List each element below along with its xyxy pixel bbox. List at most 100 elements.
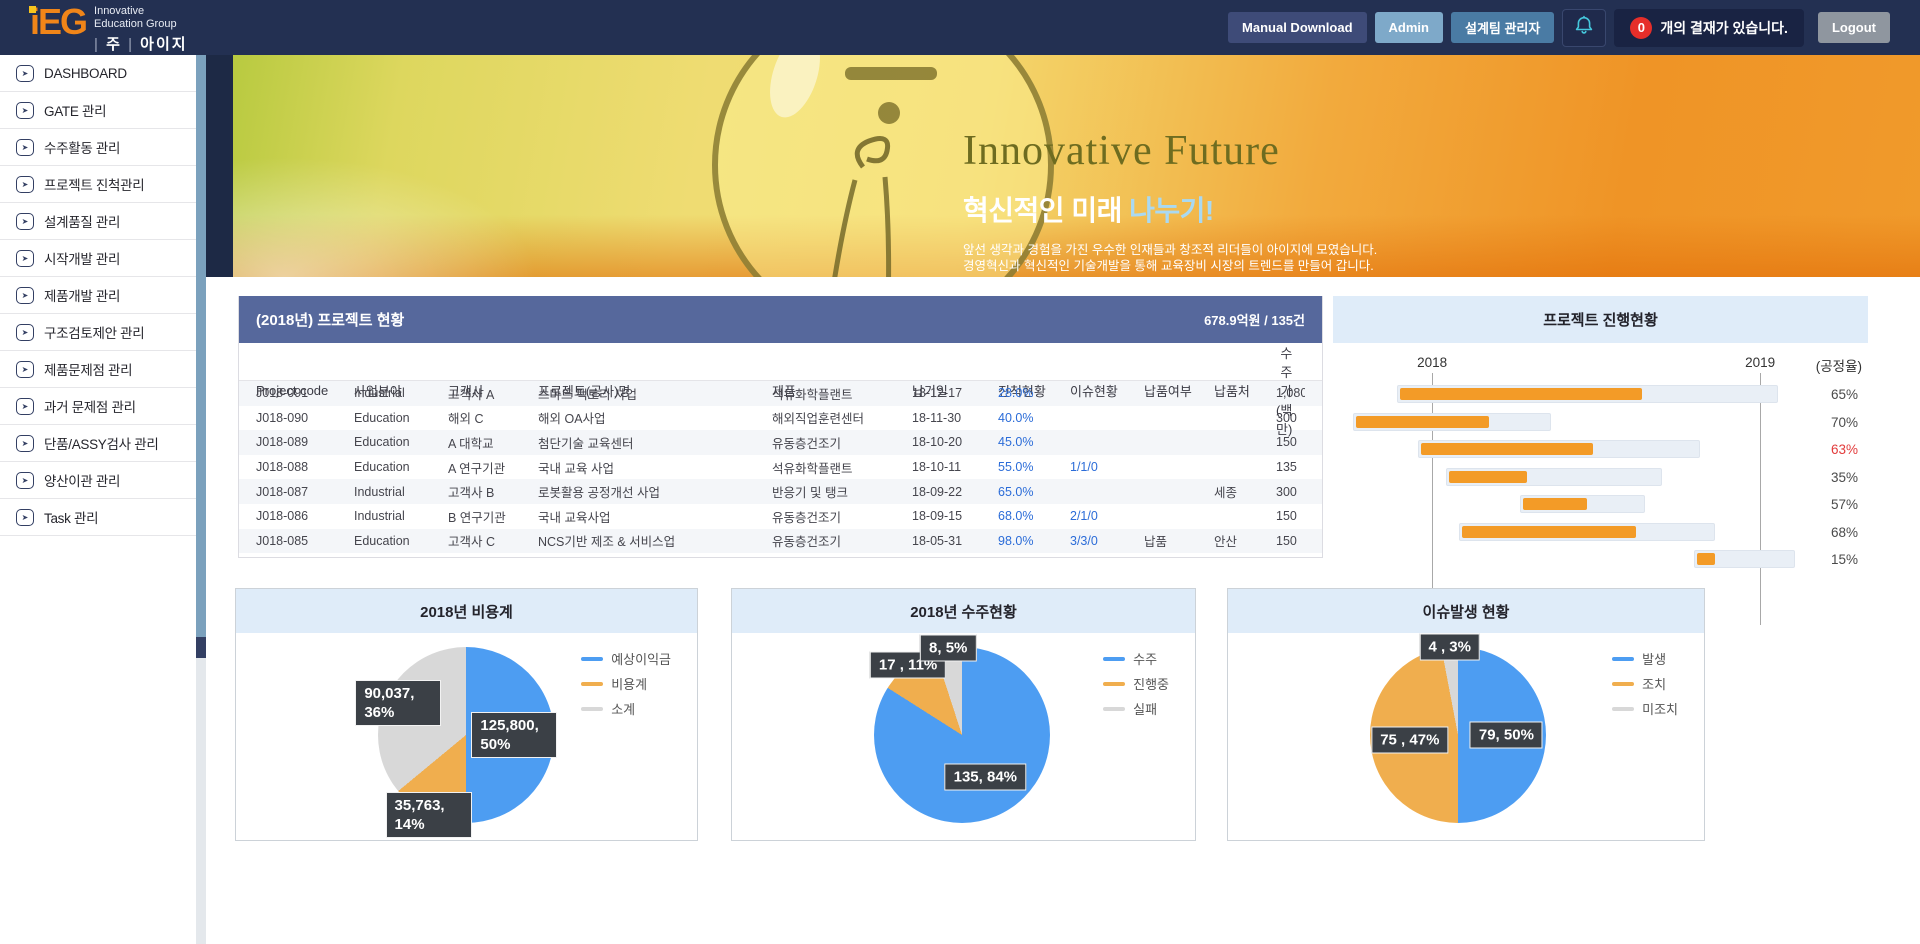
table-cell[interactable]: 2/1/0 [1070,509,1098,524]
table-cell: 18-10-11 [912,460,962,475]
gantt-progress-bar [1461,525,1636,538]
gantt-unit-label: (공정율) [1815,359,1862,374]
gantt-progress-bar [1421,443,1594,455]
pie-legend: 수주 진행중 실패 [1103,649,1169,718]
approval-count-badge: 0 [1630,16,1653,39]
table-cell[interactable]: 98.0% [998,533,1034,548]
table-row[interactable]: J018-086 Industrial B 연구기관 국내 교육사업 유동층건조기 18-… [239,504,1322,529]
gantt-progress-bar [1399,388,1643,400]
gantt-axis-year-label: 2019 [1745,355,1776,370]
sidebar-item-task[interactable]: ➤ Task 관리 [0,499,196,536]
gantt-percent-label: 63% [1831,442,1859,457]
sidebar-item-mass-transfer[interactable]: ➤ 양산이관 관리 [0,462,196,499]
sidebar-item-proto-dev[interactable]: ➤ 시작개발 관리 [0,240,196,277]
sidebar-item-product-dev[interactable]: ➤ 제품개발 관리 [0,277,196,314]
legend-item: 조치 [1612,674,1678,693]
logout-button[interactable]: Logout [1817,12,1890,43]
logo-line1: Innovative [94,4,145,17]
table-cell: 해외 OA사업 [538,412,606,427]
sidebar-item-gate[interactable]: ➤ GATE 관리 [0,92,196,129]
table-cell[interactable]: 28.0% [998,386,1034,401]
chevron-right-icon: ➤ [16,175,34,193]
table-cell: 150 [1276,435,1297,450]
table-cell: 로봇활용 공정개선 사업 [538,486,660,501]
legend-label: 미조치 [1642,702,1678,717]
table-cell[interactable]: 55.0% [998,460,1034,475]
logo-mark: iEG [28,0,88,42]
project-status-panel: (2018년) 프로젝트 현황 678.9억원 / 135건 Project c… [238,296,1323,558]
hero-banner: Innovative Future 혁신적인 미래 나누기! 앞선 생각과 경험… [206,55,1920,277]
logo-korean: | 주 | 아이지 [94,35,188,53]
table-row[interactable]: J018-085 Education 고객사 C NCS기반 제조 & 서비스업 유동층… [239,528,1322,554]
table-cell: 18-11-30 [912,410,962,425]
chevron-right-icon: ➤ [16,101,34,119]
gantt-percent-label: 70% [1831,414,1859,430]
legend-swatch [1103,706,1126,711]
gantt-track [1396,385,1779,403]
table-cell: 18-09-15 [912,509,963,524]
pie-chart-title: 2018년 수주현황 [910,603,1017,621]
project-table-header-row: Project code 사업분야 고객사 프로젝트(공사)명 제품 납기일 진척현황 이슈현… [239,343,1322,437]
table-cell[interactable]: 40.0% [998,410,1034,425]
table-cell[interactable]: 65.0% [998,484,1034,499]
chevron-right-icon: ➤ [16,64,34,82]
table-cell[interactable]: 3/3/0 [1070,533,1098,548]
sidebar-item-label: 수주활동 관리 [44,141,121,156]
sidebar-scrollbar-thumb[interactable] [196,637,206,658]
table-cell: 18-12-17 [912,386,963,401]
sidebar-item-orders[interactable]: ➤ 수주활동 관리 [0,129,196,166]
legend-item: 비용계 [581,674,671,693]
approval-text: 개의 결재가 있습니다. [1660,19,1788,36]
banner-description-line2: 경영혁신과 혁신적인 기술개발을 통해 교육장비 시장의 트렌드를 만들어 갑니… [963,258,1374,273]
column-header: 납품여부 [1144,384,1192,399]
gantt-track [1693,550,1795,568]
table-row[interactable]: J018-091 Industrial 고객사 A 스마트 팩토리 사업 석유화학플랜트… [239,381,1322,406]
sidebar-item-progress[interactable]: ➤ 프로젝트 진척관리 [0,166,196,203]
column-header: Project code [256,383,329,398]
sidebar-item-label: 구조검토제안 관리 [44,326,145,341]
sidebar-item-label: 단품/ASSY검사 관리 [44,437,159,452]
cost-pie-panel: 2018년 비용계 125,800, 50% 35,763, 14% 90,037, … [235,588,698,841]
chevron-right-icon: ➤ [16,360,34,378]
table-cell: 150 [1276,533,1297,548]
table-cell: 국내 교육 사업 [538,461,614,476]
table-cell: J018-090 [256,410,309,425]
notification-bell-button[interactable] [1562,8,1607,47]
project-table-body: J018-091 Industrial 고객사 A 스마트 팩토리 사업 석유화학플랜트… [239,381,1322,554]
table-cell: A 연구기관 [448,461,506,476]
table-cell[interactable]: 45.0% [998,435,1034,450]
design-team-manager-button[interactable]: 설계팀 관리자 [1450,12,1555,43]
sidebar-item-structure-review[interactable]: ➤ 구조검토제안 관리 [0,314,196,351]
sidebar-item-design-quality[interactable]: ➤ 설계품질 관리 [0,203,196,240]
admin-button[interactable]: Admin [1374,12,1443,43]
table-cell: J018-085 [256,533,309,548]
sidebar-item-assy-inspect[interactable]: ➤ 단품/ASSY검사 관리 [0,425,196,462]
pie-slice-label: 90,037, 36% [355,680,442,727]
legend-swatch [1103,681,1126,686]
order-pie-panel: 2018년 수주현황 135, 84% 17 , 11% 8, 5% 수주 진행중 실패 [731,588,1196,841]
legend-swatch [1612,656,1635,661]
table-row[interactable]: J018-089 Education A 대학교 첨단기술 교육센터 유동층건조기 18-… [239,430,1322,455]
sidebar-item-past-issue[interactable]: ➤ 과거 문제점 관리 [0,388,196,425]
pie-slice-label: 4 , 3% [1419,633,1480,661]
table-cell[interactable]: 1/1/0 [1070,460,1098,475]
table-cell: J018-086 [256,509,309,524]
sidebar-item-product-issue[interactable]: ➤ 제품문제점 관리 [0,351,196,388]
legend-item: 발생 [1612,649,1678,668]
company-logo[interactable]: iEG Innovative Education Group | 주 | 아이지 [28,0,188,54]
table-row[interactable]: J018-090 Education 해외 C 해외 OA사업 해외직업훈련센터 18-1… [239,406,1322,431]
sidebar-item-dashboard[interactable]: ➤ DASHBOARD [0,55,196,92]
pie-slice-label: 135, 84% [944,763,1027,791]
legend-label: 예상이익금 [611,652,671,667]
table-cell: 300 [1276,410,1297,425]
gantt-track [1458,522,1716,541]
table-cell[interactable]: 68.0% [998,509,1034,524]
manual-download-button[interactable]: Manual Download [1228,12,1367,43]
pie-chart-title: 2018년 비용계 [420,603,513,621]
table-row[interactable]: J018-087 Industrial 고객사 B 로봇활용 공정개선 사업 반응기 및… [239,479,1322,504]
table-row[interactable]: J018-088 Education A 연구기관 국내 교육 사업 석유화학플랜트 18… [239,455,1322,480]
legend-item: 수주 [1103,649,1169,668]
sidebar-scrollbar[interactable] [196,55,206,944]
table-cell: 해외직업훈련센터 [772,412,865,427]
